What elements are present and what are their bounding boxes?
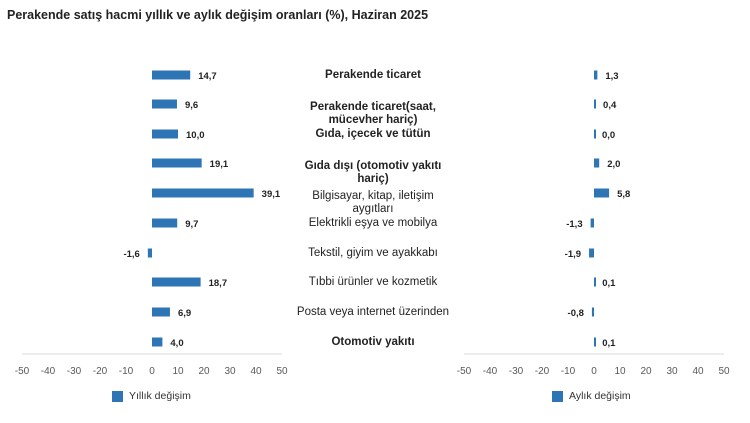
x-tick-label-monthly: 10 [614, 366, 626, 377]
category-label: Gıda dışı (otomotiv yakıtı hariç) [304, 160, 442, 185]
bar-yearly [152, 277, 201, 287]
legend-monthly: Aylık değişim [552, 390, 631, 402]
x-tick-label-monthly: -10 [561, 366, 576, 377]
category-label: Elektrikli eşya ve mobilya [308, 217, 438, 229]
bar-monthly [594, 158, 600, 168]
data-label-monthly: -1,9 [565, 249, 581, 260]
data-label-yearly: 18,7 [209, 278, 228, 289]
data-label-yearly: 10,0 [186, 130, 205, 141]
data-label-yearly: 19,1 [210, 159, 229, 170]
bar-monthly [594, 188, 610, 198]
x-tick-label-yearly: -20 [93, 366, 108, 377]
bar-yearly [152, 307, 170, 317]
data-label-monthly: -0,8 [568, 308, 584, 319]
data-label-yearly: 9,6 [185, 100, 198, 111]
data-label-yearly: 14,7 [198, 71, 217, 82]
bar-yearly [152, 188, 254, 198]
data-label-monthly: 0,4 [603, 100, 617, 111]
data-label-yearly: 6,9 [178, 308, 191, 319]
x-tick-label-monthly: -40 [483, 366, 498, 377]
x-tick-label-yearly: -10 [119, 366, 134, 377]
x-tick-label-monthly: 30 [666, 366, 678, 377]
data-label-yearly: -1,6 [123, 249, 139, 260]
x-tick-label-monthly: 20 [640, 366, 652, 377]
category-label: Perakende ticaret [325, 69, 421, 81]
bar-yearly [152, 70, 191, 80]
legend-yearly: Yıllık değişim [112, 390, 191, 402]
x-tick-label-yearly: -40 [41, 366, 56, 377]
category-label: Otomotiv yakıtı [331, 336, 415, 348]
data-label-monthly: 1,3 [605, 71, 618, 82]
legend-yearly-label: Yıllık değişim [129, 390, 191, 402]
bar-yearly [147, 248, 152, 258]
category-label: Tekstil, giyim ve ayakkabı [308, 247, 438, 259]
bar-yearly [152, 99, 177, 109]
data-label-monthly: 0,1 [602, 278, 616, 289]
data-label-yearly: 39,1 [262, 189, 281, 200]
bar-monthly [594, 70, 598, 80]
category-label: Posta veya internet üzerinden [296, 306, 450, 318]
x-tick-label-monthly: 50 [718, 366, 730, 377]
data-label-yearly: 4,0 [170, 338, 183, 349]
data-label-monthly: 2,0 [607, 159, 620, 170]
bar-monthly [590, 218, 594, 228]
category-label: Gıda, içecek ve tütün [315, 128, 431, 140]
bar-monthly [591, 307, 594, 317]
category-label: Bilgisayar, kitap, iletişim aygıtları [312, 190, 434, 215]
x-tick-label-yearly: 20 [198, 366, 210, 377]
x-tick-label-monthly: -50 [457, 366, 472, 377]
data-label-monthly: 5,8 [617, 189, 630, 200]
bar-monthly [594, 277, 596, 287]
category-label: Perakende ticaret(saat, mücevher hariç) [310, 101, 436, 126]
legend-monthly-label: Aylık değişim [569, 390, 631, 402]
bar-monthly [589, 248, 594, 258]
bar-yearly [152, 218, 178, 228]
bar-yearly [152, 337, 163, 347]
chart-title: Perakende satış hacmi yıllık ve aylık de… [7, 8, 429, 22]
legend-yearly-swatch [112, 390, 123, 402]
x-tick-label-yearly: -50 [15, 366, 30, 377]
bar-monthly [594, 129, 596, 139]
data-label-yearly: 9,7 [185, 219, 198, 230]
legend-monthly-swatch [552, 390, 563, 402]
bar-yearly [152, 129, 178, 139]
x-tick-label-yearly: -30 [67, 366, 82, 377]
bar-monthly [594, 99, 596, 109]
x-tick-label-yearly: 10 [172, 366, 184, 377]
data-label-monthly: -1,3 [566, 219, 582, 230]
x-tick-label-yearly: 50 [276, 366, 288, 377]
x-tick-label-monthly: -20 [535, 366, 550, 377]
bar-yearly [152, 158, 202, 168]
x-tick-label-monthly: -30 [509, 366, 524, 377]
x-tick-label-monthly: 0 [591, 366, 597, 377]
data-label-monthly: 0,0 [602, 130, 615, 141]
data-label-monthly: 0,1 [602, 338, 616, 349]
x-tick-label-yearly: 0 [149, 366, 155, 377]
category-label: Tıbbi ürünler ve kozmetik [308, 276, 438, 288]
x-tick-label-yearly: 40 [250, 366, 262, 377]
bar-monthly [594, 337, 596, 347]
x-tick-label-yearly: 30 [224, 366, 236, 377]
x-tick-label-monthly: 40 [692, 366, 704, 377]
